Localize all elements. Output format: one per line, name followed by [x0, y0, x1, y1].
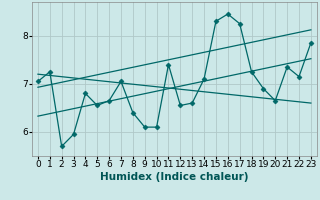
X-axis label: Humidex (Indice chaleur): Humidex (Indice chaleur) — [100, 172, 249, 182]
